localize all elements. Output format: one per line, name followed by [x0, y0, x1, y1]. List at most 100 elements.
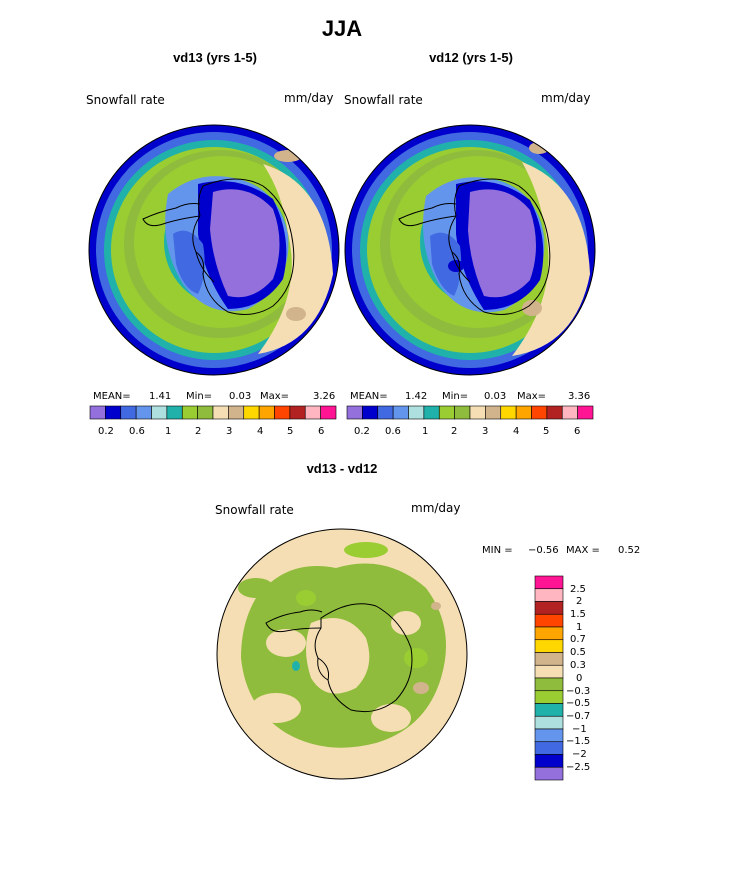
min-label: Min=: [186, 391, 213, 402]
min-value: 0.03: [484, 391, 507, 402]
colorbar-swatch: [515, 405, 532, 420]
colorbar-swatch: [408, 405, 425, 420]
panel-title-vd13: vd13 (yrs 1-5): [173, 50, 257, 65]
colorbar-tick: 2: [576, 596, 583, 607]
colorbar-tick: −1: [572, 724, 587, 735]
colorbar-tick: 2.5: [570, 584, 586, 595]
colorbar-tick: 0.2: [98, 426, 114, 437]
colorbar-tick: 5: [287, 426, 294, 437]
colorbar-swatch: [531, 405, 548, 420]
colorbar-tick: 5: [543, 426, 550, 437]
colorbar-swatch: [534, 664, 564, 679]
colorbar-swatch: [534, 626, 564, 641]
max-label: Max=: [260, 391, 290, 402]
colorbar-swatch: [534, 575, 564, 590]
colorbar-tick: 1.5: [570, 609, 586, 620]
panel-title-vd12: vd12 (yrs 1-5): [429, 50, 513, 65]
colorbar-swatch: [423, 405, 440, 420]
colorbar-swatch: [438, 405, 455, 420]
polar-map-diff: [216, 528, 468, 780]
colorbar-tick: 2: [451, 426, 458, 437]
colorbar-tick: 2: [195, 426, 202, 437]
colorbar-swatch: [534, 652, 564, 666]
polar-map-vd13: [88, 124, 340, 376]
units-label: mm/day: [541, 91, 591, 105]
colorbar-swatch: [500, 405, 517, 420]
colorbar-swatch: [135, 405, 152, 420]
colorbar-tick: 0.5: [570, 647, 586, 658]
colorbar-tick: 1: [576, 622, 583, 633]
colorbar-swatch: [362, 405, 379, 420]
colorbar-swatch: [485, 405, 502, 420]
diff-max-label: MAX =: [566, 545, 600, 556]
colorbar-tick: 4: [513, 426, 520, 437]
colorbar-swatch: [577, 405, 594, 420]
max-value: 3.26: [313, 391, 336, 402]
field-label: Snowfall rate: [86, 93, 165, 107]
colorbar-swatch: [166, 405, 183, 420]
diff-min-label: MIN =: [482, 545, 513, 556]
colorbar-swatch: [534, 715, 564, 730]
colorbar-tick: 6: [574, 426, 581, 437]
colorbar-tick: 0: [576, 673, 583, 684]
colorbar-swatch: [289, 405, 306, 420]
colorbar-tick: 0.3: [570, 660, 586, 671]
colorbar-swatch: [105, 405, 122, 420]
diff-min-value: −0.56: [528, 545, 559, 556]
colorbar-tick: 6: [318, 426, 325, 437]
colorbar-swatch: [377, 405, 394, 420]
colorbar-tick: 0.2: [354, 426, 370, 437]
colorbar-tick: 1: [422, 426, 429, 437]
diff-panel-title: vd13 - vd12: [306, 461, 378, 476]
colorbar-tick: 0.7: [570, 634, 586, 645]
colorbar-diff: [534, 575, 564, 781]
colorbar-tick: 0.6: [129, 426, 145, 437]
colorbar-swatch: [469, 405, 486, 420]
colorbar-swatch: [181, 405, 198, 420]
colorbar-swatch: [534, 677, 564, 692]
colorbar-swatch: [534, 703, 564, 717]
colorbar-swatch: [534, 639, 564, 653]
colorbar-swatch: [346, 405, 363, 420]
colorbar-vd13: [89, 405, 337, 420]
colorbar-swatch: [304, 405, 321, 420]
colorbar-swatch: [561, 405, 578, 420]
field-label: Snowfall rate: [215, 503, 294, 517]
colorbar-tick: −2.5: [566, 762, 591, 773]
min-label: Min=: [442, 391, 469, 402]
colorbar-swatch: [534, 601, 564, 615]
units-label: mm/day: [411, 501, 461, 515]
colorbar-swatch: [197, 405, 214, 420]
colorbar-swatch: [534, 613, 564, 628]
colorbar-vd12: [346, 405, 594, 420]
colorbar-swatch: [151, 405, 168, 420]
colorbar-swatch: [212, 405, 229, 420]
min-value: 0.03: [229, 391, 252, 402]
colorbar-tick: 3: [482, 426, 489, 437]
colorbar-swatch: [534, 690, 564, 704]
mean-label: MEAN=: [93, 391, 131, 402]
polar-map-vd12: [344, 124, 596, 376]
colorbar-tick: 3: [226, 426, 233, 437]
colorbar-swatch: [228, 405, 245, 420]
page-title: JJA: [321, 16, 363, 41]
mean-label: MEAN=: [350, 391, 388, 402]
colorbar-swatch: [274, 405, 291, 420]
colorbar-swatch: [392, 405, 409, 420]
colorbar-swatch: [534, 766, 564, 781]
colorbar-swatch: [534, 728, 564, 743]
max-value: 3.36: [568, 391, 591, 402]
colorbar-tick: 1: [165, 426, 172, 437]
colorbar-swatch: [89, 405, 106, 420]
colorbar-swatch: [243, 405, 260, 420]
colorbar-tick: 4: [257, 426, 264, 437]
field-label: Snowfall rate: [344, 93, 423, 107]
max-label: Max=: [517, 391, 547, 402]
colorbar-swatch: [258, 405, 275, 420]
colorbar-swatch: [546, 405, 563, 420]
mean-value: 1.41: [149, 391, 172, 402]
mean-value: 1.42: [405, 391, 428, 402]
colorbar-tick: −2: [572, 749, 587, 760]
colorbar-swatch: [120, 405, 137, 420]
colorbar-swatch: [534, 588, 564, 602]
